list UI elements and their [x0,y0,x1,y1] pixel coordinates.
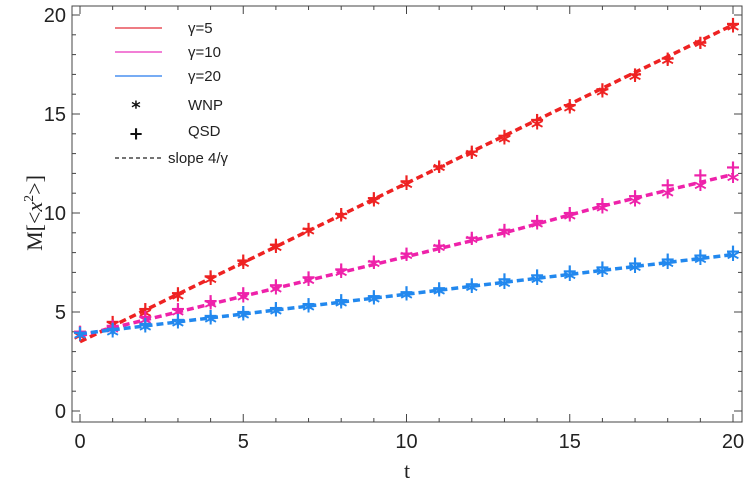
qsd-point [596,261,609,274]
legend-label: γ=20 [188,68,221,85]
qsd-point [335,263,348,276]
legend-entry-5: + QSD [128,123,220,145]
qsd-point [694,36,707,49]
x-tick-label: 10 [395,431,417,453]
qsd-point [433,282,446,295]
axis-ticks: 0 5 10 15 20 0 5 10 15 20 [44,5,744,453]
qsd-point [498,223,511,236]
qsd-point [433,160,446,173]
qsd-point [629,68,642,81]
qsd-point [465,231,478,244]
qsd-point [596,198,609,211]
qsd-point [139,317,152,330]
qsd-point [269,279,282,292]
qsd-point [204,295,217,308]
legend: γ=5 γ=10 γ=20 * WNP + QSD slope 4/γ [115,20,229,167]
series-3: ********************* [74,246,740,353]
qsd-point [727,17,739,30]
x-tick-label: 15 [559,431,581,453]
x-tick-label: 5 [238,431,249,453]
legend-label: γ=5 [188,20,213,37]
qsd-point [465,145,478,158]
qsd-point [563,265,576,278]
legend-entry-2: γ=10 [115,44,221,61]
qsd-point [302,271,315,284]
legend-entry-6: slope 4/γ [115,150,229,167]
qsd-point [302,222,315,235]
qsd-point [661,52,674,65]
series-2: ********************* [74,161,740,353]
series-1: ********************* [74,17,740,354]
legend-label: QSD [188,123,221,140]
qsd-point [171,303,184,316]
y-tick-label: 10 [44,203,66,225]
qsd-point [531,214,544,227]
qsd-point [629,190,642,203]
qsd-point [367,290,380,303]
qsd-point [661,253,674,266]
qsd-point [563,99,576,112]
legend-label: γ=10 [188,44,221,61]
wnp-point: * [694,175,707,203]
qsd-point [269,238,282,251]
qsd-point [465,278,478,291]
legend-swatch-symbol: * [131,98,141,119]
wnp-point: * [727,167,740,195]
y-tick-label: 15 [44,104,66,126]
series-layer: ************* * * * ** * * * * * ** * * * * * * * * * * * * * * *… [74,17,740,354]
qsd-point [335,294,348,307]
qsd-point [204,270,217,283]
wnp-point: * [661,183,674,211]
legend-entry-4: * WNP [131,97,223,119]
plot-frame [71,5,743,423]
qsd-point [694,249,707,262]
legend-label: WNP [188,97,223,114]
qsd-point [171,313,184,326]
legend-swatch-symbol: + [128,124,143,145]
qsd-point [694,169,707,182]
qsd-point [171,287,184,300]
qsd-point [367,192,380,205]
qsd-point [531,269,544,282]
qsd-point [237,306,250,318]
y-tick-label: 5 [55,302,66,324]
qsd-point [498,273,511,286]
qsd-point [367,255,380,268]
qsd-point [400,247,413,260]
legend-label: slope 4/γ [168,150,229,167]
qsd-point [74,326,86,339]
y-tick-label: 0 [55,401,66,423]
qsd-point [727,245,739,258]
qsd-point [302,298,315,311]
legend-entry-1: γ=5 [115,20,213,37]
qsd-point [433,239,446,252]
qsd-point [498,129,511,142]
qsd-point [727,161,739,174]
qsd-point [531,113,544,126]
qsd-point [661,179,674,192]
y-tick-label: 20 [44,5,66,27]
qsd-point [269,302,282,315]
qsd-point [400,286,413,299]
qsd-point [400,175,413,188]
qsd-point [629,257,642,270]
y-axis-label: M[<x2>] [22,175,47,251]
x-tick-label: 20 [722,431,744,453]
qsd-point [596,83,609,96]
qsd-point [204,309,217,322]
qsd-point [237,254,250,267]
x-axis-label: t [404,458,410,483]
qsd-point [237,287,250,300]
qsd-point [563,207,576,219]
qsd-point [335,207,348,220]
legend-entry-3: γ=20 [115,68,221,85]
x-tick-label: 0 [74,431,85,453]
qsd-point [106,322,119,335]
wnp-point: * [629,191,642,219]
